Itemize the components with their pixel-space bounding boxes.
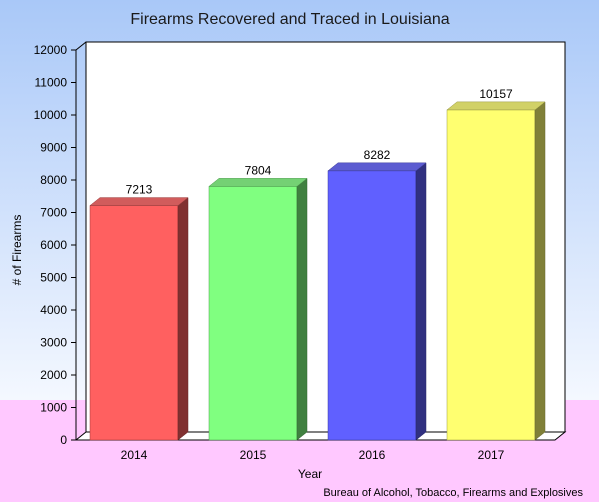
y-tick-label: 9000 xyxy=(40,141,67,155)
bar-2014: 7213 xyxy=(89,183,189,441)
bar-top xyxy=(327,162,427,172)
bar-front xyxy=(327,170,417,441)
bar-side xyxy=(534,101,546,441)
bar-side xyxy=(415,162,427,441)
y-tick-label: 4000 xyxy=(40,303,67,317)
x-tick-label: 2015 xyxy=(240,448,267,462)
bar-top xyxy=(446,101,546,111)
bar-top xyxy=(208,178,308,187)
source-note: Bureau of Alcohol, Tobacco, Firearms and… xyxy=(323,487,583,499)
bars: 7213 7804 8282 10157 xyxy=(89,87,546,441)
bar-value-label: 7804 xyxy=(245,163,272,177)
bar-value-label: 10157 xyxy=(479,87,513,101)
bar-side xyxy=(296,177,308,441)
x-axis: 2014 2015 2016 2017 xyxy=(121,448,505,462)
bar-front xyxy=(89,205,179,441)
x-tick-label: 2014 xyxy=(121,448,148,462)
bar-value-label: 8282 xyxy=(364,148,391,162)
y-tick-label: 5000 xyxy=(40,271,67,285)
y-tick-label: 6000 xyxy=(40,238,67,252)
bar-2016: 8282 xyxy=(327,148,427,441)
x-axis-label: Year xyxy=(298,467,322,481)
y-tick-label: 3000 xyxy=(40,336,67,350)
bar-top xyxy=(89,197,189,206)
y-tick-label: 1000 xyxy=(40,401,67,415)
bar-front xyxy=(208,186,298,441)
bar-2015: 7804 xyxy=(208,163,308,441)
bar-2017: 10157 xyxy=(446,87,546,441)
y-axis: 0 1000 2000 3000 4000 5000 6000 7000 8000 9000 100… xyxy=(34,43,76,447)
y-axis-label: # of Firearms xyxy=(10,215,24,286)
bar-value-label: 7213 xyxy=(126,183,153,197)
y-tick-label: 11000 xyxy=(35,76,68,90)
y-tick-label: 2000 xyxy=(40,368,67,382)
y-tick-label: 0 xyxy=(60,433,67,447)
x-tick-label: 2016 xyxy=(359,448,386,462)
x-tick-label: 2017 xyxy=(478,448,505,462)
bar-side xyxy=(177,197,189,441)
y-tick-label: 10000 xyxy=(34,108,68,122)
y-tick-label: 7000 xyxy=(40,206,67,220)
bar-front xyxy=(446,109,536,441)
y-tick-label: 12000 xyxy=(34,43,68,57)
y-tick-label: 8000 xyxy=(40,173,67,187)
chart-title: Firearms Recovered and Traced in Louisia… xyxy=(130,11,449,28)
